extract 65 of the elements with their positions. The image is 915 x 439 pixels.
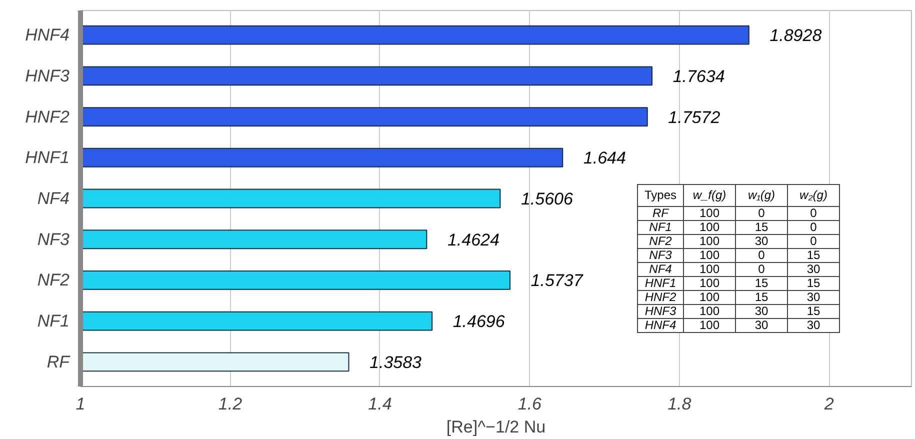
annotation: 100 xyxy=(684,318,736,332)
annotation: 15 xyxy=(788,276,840,290)
x-axis-title: [Re]^−1/2 Nu xyxy=(446,418,546,436)
annotation: 0 xyxy=(788,220,840,234)
data-label: 1.4624 xyxy=(447,230,500,250)
y-tick-label: RF xyxy=(46,352,72,372)
annotation: 30 xyxy=(788,262,840,276)
annotation: HNF4 xyxy=(638,318,684,332)
x-tick-label: 2 xyxy=(823,394,834,414)
annotation: NF2 xyxy=(638,234,684,248)
x-tick-label: 1 xyxy=(76,394,86,414)
annotation: 100 xyxy=(684,248,736,262)
annotation: 15 xyxy=(788,304,840,318)
annotation: 100 xyxy=(684,234,736,248)
annotation: 0 xyxy=(736,262,788,276)
data-label: 1.8928 xyxy=(770,26,822,46)
annotation: 30 xyxy=(736,304,788,318)
annotation: NF3 xyxy=(638,248,684,262)
annotation: 100 xyxy=(684,276,736,290)
x-tick-label: 1.8 xyxy=(668,394,692,414)
data-label: 1.3583 xyxy=(370,352,422,372)
annotation: 30 xyxy=(736,234,788,248)
annotation: 100 xyxy=(684,206,736,220)
annotation: HNF1 xyxy=(638,276,684,290)
annotation: RF xyxy=(638,206,684,220)
annotation: HNF2 xyxy=(638,290,684,304)
y-tick-label: HNF3 xyxy=(25,66,70,86)
y-tick-label: NF1 xyxy=(37,312,70,331)
annotation: 15 xyxy=(736,276,788,290)
y-tick-label: NF3 xyxy=(37,230,70,249)
annotation: 100 xyxy=(684,290,736,304)
annotation: 15 xyxy=(736,220,788,234)
annotation: 0 xyxy=(788,234,840,248)
y-tick-label: HNF1 xyxy=(25,148,70,168)
annotation: 15 xyxy=(736,290,788,304)
x-tick-label: 1.4 xyxy=(368,394,392,414)
annotation: 0 xyxy=(736,206,788,220)
x-tick-label: 1.2 xyxy=(218,394,243,414)
annotation: w_f(g) xyxy=(684,184,736,206)
annotation: w₁(g) xyxy=(736,184,788,206)
data-label: 1.7634 xyxy=(672,66,725,86)
annotation: w₂(g) xyxy=(788,184,840,206)
annotation: 30 xyxy=(788,290,840,304)
annotation: 100 xyxy=(684,304,736,318)
data-label: 1.644 xyxy=(583,148,626,168)
annotation: NF1 xyxy=(638,220,684,234)
annotation: HNF3 xyxy=(638,304,684,318)
annotation: 0 xyxy=(788,206,840,220)
y-tick-label: NF4 xyxy=(37,189,70,208)
y-tick-label: HNF4 xyxy=(25,26,70,45)
annotation: Types xyxy=(638,184,684,206)
y-tick-label: HNF2 xyxy=(25,107,70,126)
data-label: 1.7572 xyxy=(668,108,721,127)
data-label: 1.5606 xyxy=(520,190,574,208)
data-label: 1.4696 xyxy=(452,312,506,332)
annotation: 100 xyxy=(684,220,736,234)
annotation: 30 xyxy=(736,318,788,332)
data-label: 1.5737 xyxy=(530,271,584,290)
annotation: 15 xyxy=(788,248,840,262)
annotation: 100 xyxy=(684,262,736,276)
annotation: 0 xyxy=(736,248,788,262)
y-tick-label: NF2 xyxy=(37,270,70,290)
annotation: 30 xyxy=(788,318,840,332)
x-tick-label: 1.6 xyxy=(518,394,542,414)
annotation: NF4 xyxy=(638,262,684,276)
